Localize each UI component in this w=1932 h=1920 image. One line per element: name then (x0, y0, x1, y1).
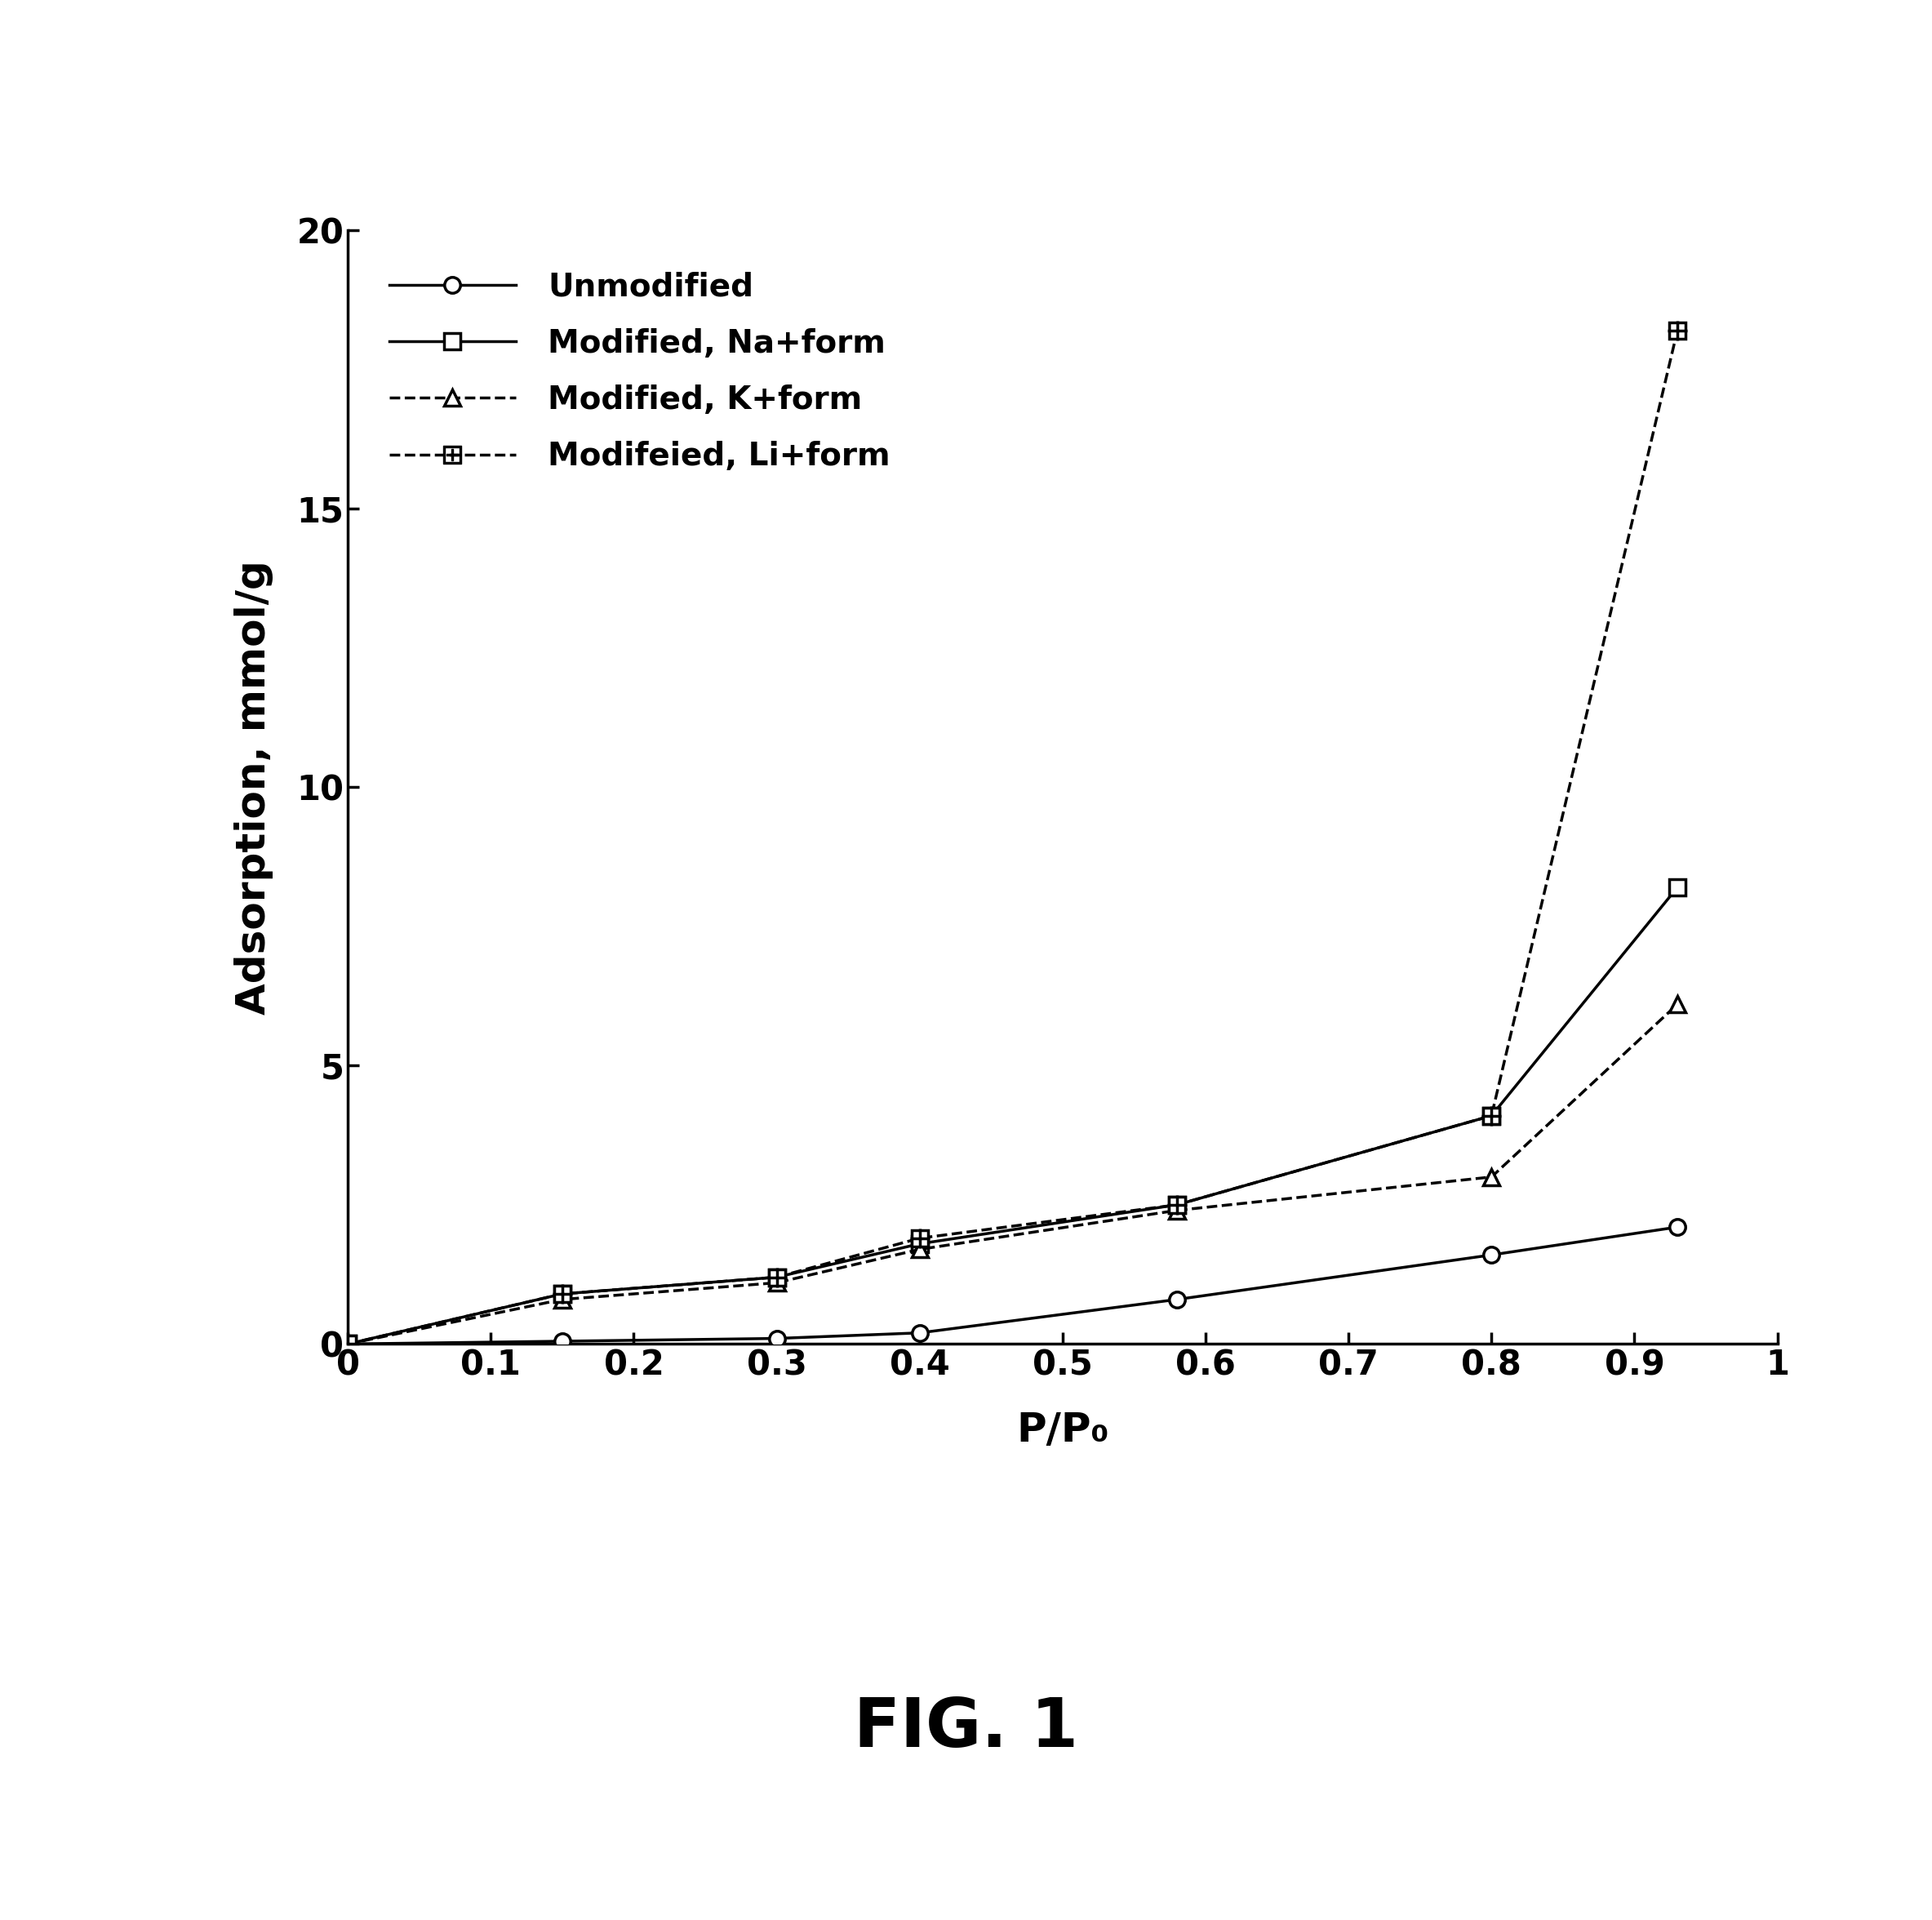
X-axis label: P/P₀: P/P₀ (1016, 1411, 1109, 1450)
Y-axis label: Adsorption, mmol/g: Adsorption, mmol/g (234, 561, 274, 1014)
Text: FIG. 1: FIG. 1 (854, 1695, 1078, 1761)
Legend: Unmodified, Modified, Na+form, Modified, K+form, Modifeied, Li+form: Unmodified, Modified, Na+form, Modified,… (363, 246, 916, 497)
